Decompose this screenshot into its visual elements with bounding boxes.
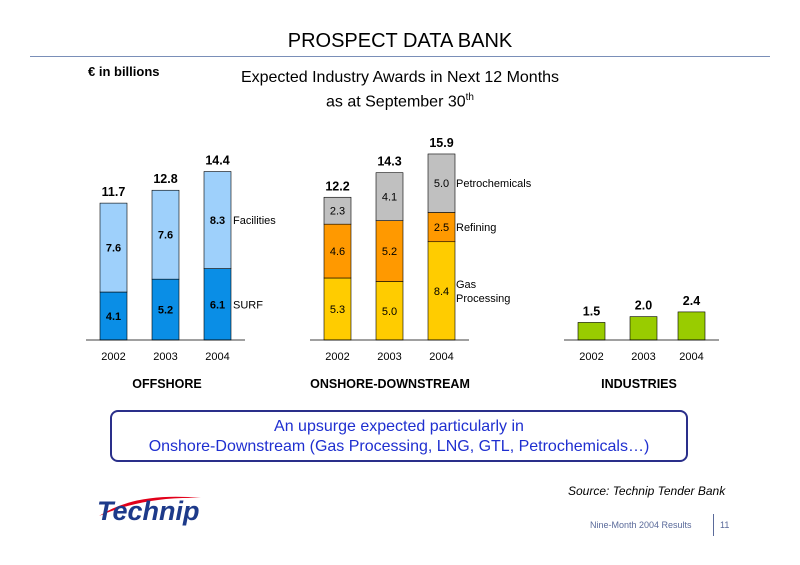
offshore-total-label-2004: 14.4 bbox=[205, 154, 229, 168]
bar-charts: 4.1 7.6 11.7 2002 5.2 7.6 12.8 2003 6.1 8.3 14.4 20… bbox=[86, 136, 719, 391]
offshore-segment-label-2003-1: 7.6 bbox=[158, 230, 173, 242]
source-note: Source: Technip Tender Bank bbox=[568, 484, 726, 498]
onshore-downstream-segment-label-2004-1: 2.5 bbox=[434, 222, 449, 234]
onshore-downstream-segment-label-2003-2: 4.1 bbox=[382, 192, 397, 204]
onshore-downstream-series-label-1: Refining bbox=[456, 222, 496, 234]
offshore-bar-2003-1 bbox=[151, 189, 180, 280]
onshore-downstream-bar-2002-1 bbox=[323, 223, 352, 279]
onshore-downstream-tick-label-2004: 2004 bbox=[429, 351, 453, 363]
offshore-total-label-2002: 11.7 bbox=[102, 185, 126, 199]
unit-label: € in billions bbox=[88, 64, 160, 79]
onshore-downstream-segment-label-2004-0: 8.4 bbox=[434, 286, 449, 298]
offshore-series-label-1: Facilities bbox=[233, 215, 276, 227]
chart-title-line1: Expected Industry Awards in Next 12 Mont… bbox=[240, 69, 560, 86]
onshore-downstream-bar-2003-1 bbox=[375, 220, 404, 282]
offshore-bar-2004-1 bbox=[203, 171, 232, 269]
technip-logo: Technip bbox=[97, 496, 201, 526]
onshore-downstream-tick-label-2003: 2003 bbox=[377, 351, 401, 363]
offshore-group-title: OFFSHORE bbox=[132, 377, 201, 391]
industries-tick-label-2004: 2004 bbox=[679, 351, 703, 363]
industries-total-label-2004: 2.4 bbox=[683, 294, 700, 308]
industries-total-label-2002: 1.5 bbox=[583, 304, 600, 318]
onshore-downstream-bar-2003-2 bbox=[375, 172, 404, 221]
page-number: 11 bbox=[720, 520, 730, 530]
offshore-segment-label-2004-1: 8.3 bbox=[210, 215, 225, 227]
onshore-downstream-series-label-0-1: Processing bbox=[456, 293, 510, 305]
onshore-downstream-bar-2004-1 bbox=[427, 212, 456, 243]
onshore-downstream-total-label-2003: 14.3 bbox=[377, 155, 401, 169]
onshore-downstream-total-label-2002: 12.2 bbox=[325, 179, 349, 193]
chart-title-line2: as at September 30 bbox=[326, 93, 466, 111]
onshore-downstream-series-label-0-0: Gas bbox=[456, 279, 477, 291]
logo-text: Technip bbox=[97, 496, 200, 526]
industries-group-title: INDUSTRIES bbox=[601, 377, 677, 391]
onshore-downstream-segment-label-2002-1: 4.6 bbox=[330, 246, 345, 258]
callout-line1: An upsurge expected particularly in bbox=[274, 418, 524, 435]
onshore-downstream-series-label-2: Petrochemicals bbox=[456, 178, 532, 190]
onshore-downstream-segment-label-2002-2: 2.3 bbox=[330, 206, 345, 218]
offshore-series-label-0: SURF bbox=[233, 299, 263, 311]
footer-separator bbox=[713, 514, 714, 536]
chart-title: Expected Industry Awards in Next 12 Mont… bbox=[200, 68, 600, 112]
industries-total-label-2003: 2.0 bbox=[635, 299, 652, 313]
onshore-downstream-tick-label-2002: 2002 bbox=[325, 351, 349, 363]
industries-bar-2003-0 bbox=[629, 316, 658, 341]
onshore-downstream-segment-label-2002-0: 5.3 bbox=[330, 304, 345, 316]
onshore-downstream-bar-2002-2 bbox=[323, 196, 352, 225]
onshore-downstream-bar-2004-2 bbox=[427, 153, 456, 213]
offshore-tick-label-2004: 2004 bbox=[205, 351, 229, 363]
offshore-segment-label-2002-0: 4.1 bbox=[106, 311, 121, 323]
title-divider bbox=[30, 56, 770, 57]
offshore-bar-2002-1 bbox=[99, 202, 128, 293]
onshore-downstream-segment-label-2003-0: 5.0 bbox=[382, 306, 397, 318]
onshore-downstream-total-label-2004: 15.9 bbox=[429, 136, 453, 150]
footer-text: Nine-Month 2004 Results bbox=[590, 520, 692, 530]
onshore-downstream-group-title: ONSHORE-DOWNSTREAM bbox=[310, 377, 470, 391]
offshore-tick-label-2002: 2002 bbox=[101, 351, 125, 363]
offshore-segment-label-2002-1: 7.6 bbox=[106, 243, 121, 255]
onshore-downstream-bar-2002-0 bbox=[323, 277, 352, 341]
offshore-segment-label-2003-0: 5.2 bbox=[158, 305, 173, 317]
industries-tick-label-2003: 2003 bbox=[631, 351, 655, 363]
onshore-downstream-segment-label-2003-1: 5.2 bbox=[382, 246, 397, 258]
offshore-tick-label-2003: 2003 bbox=[153, 351, 177, 363]
onshore-downstream-bar-2003-0 bbox=[375, 281, 404, 341]
industries-tick-label-2002: 2002 bbox=[579, 351, 603, 363]
callout-line2: Onshore-Downstream (Gas Processing, LNG,… bbox=[148, 438, 650, 455]
onshore-downstream-segment-label-2004-2: 5.0 bbox=[434, 178, 449, 190]
industries-bar-2002-0 bbox=[577, 322, 606, 341]
offshore-segment-label-2004-0: 6.1 bbox=[210, 299, 225, 311]
industries-bar-2004-0 bbox=[677, 311, 706, 341]
page-title: PROSPECT DATA BANK bbox=[287, 30, 513, 52]
offshore-total-label-2003: 12.8 bbox=[153, 172, 177, 186]
callout-box: An upsurge expected particularly in Onsh… bbox=[110, 410, 688, 462]
chart-title-sup: th bbox=[465, 92, 474, 103]
